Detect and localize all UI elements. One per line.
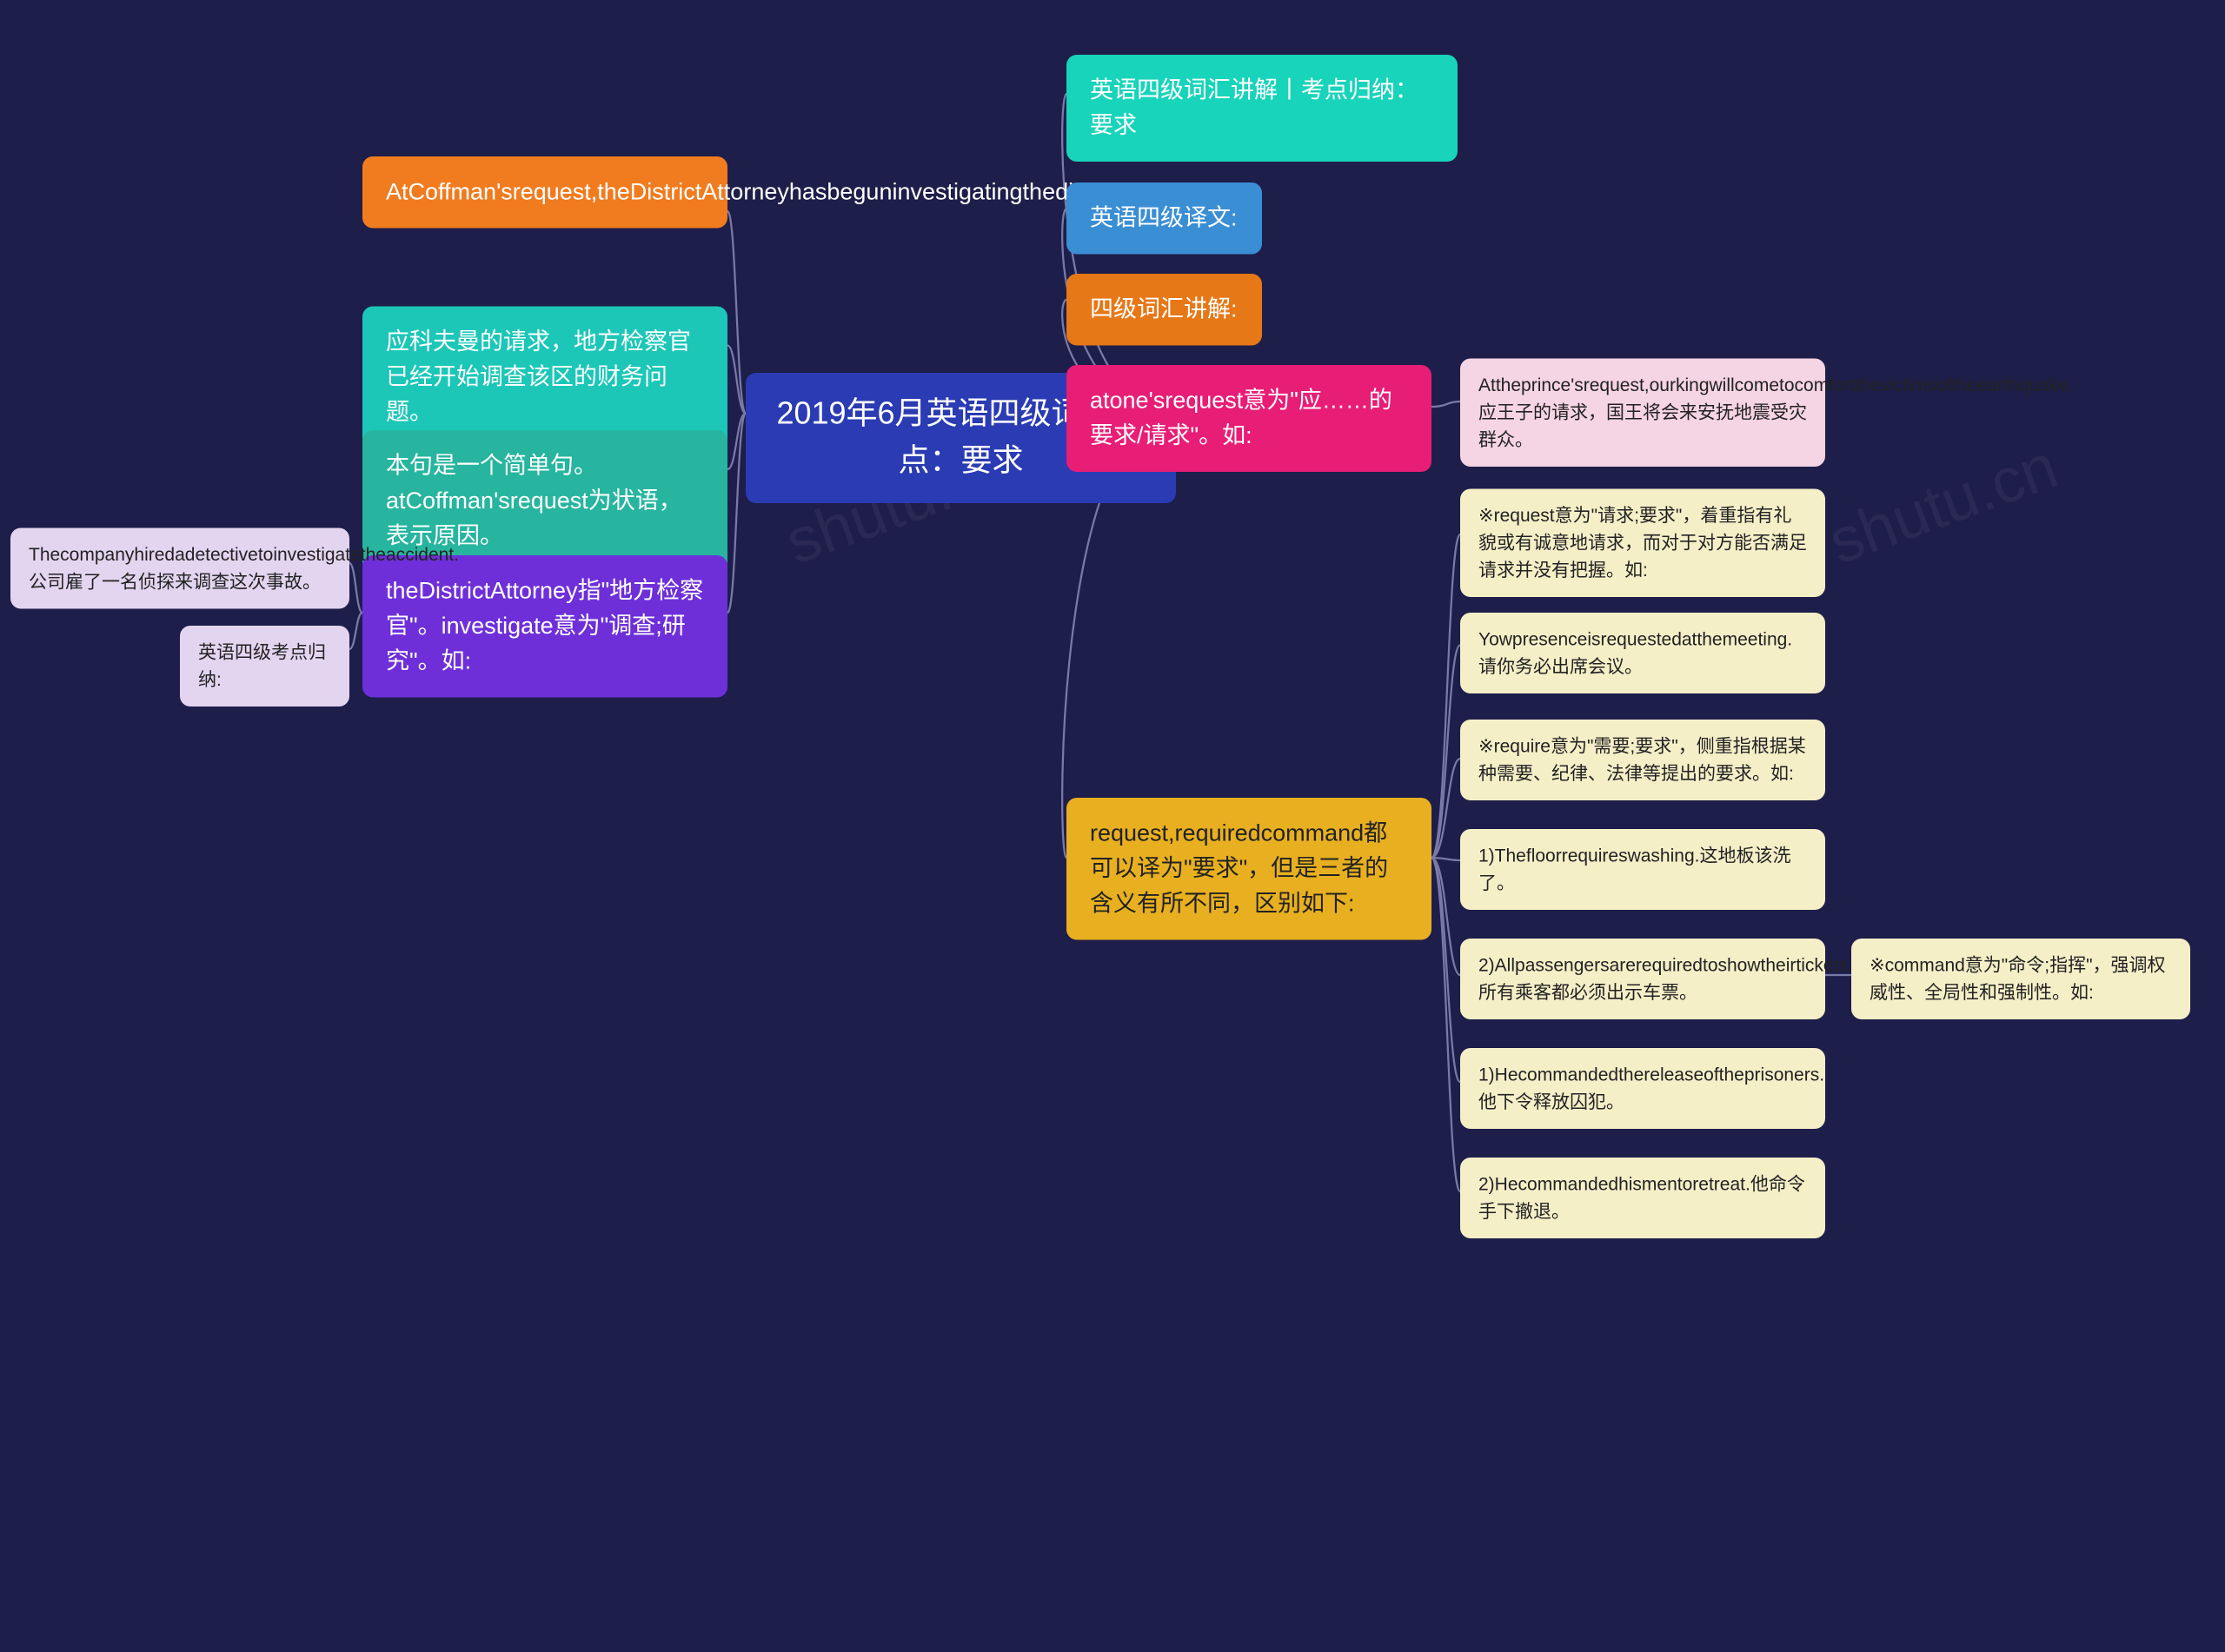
connector-center-left-l4-right — [727, 414, 746, 614]
connector-l4-left-l4a-right — [349, 563, 362, 613]
connector-center-left-l3-right — [727, 414, 746, 470]
connector-l4-left-l4b-right — [349, 613, 362, 649]
connector-r5-right-r5a-left — [1431, 534, 1460, 858]
node-r4a: Attheprince'srequest,ourkingwillcometoco… — [1460, 359, 1825, 468]
node-r1: 英语四级词汇讲解丨考点归纳：要求 — [1066, 55, 1458, 162]
node-r2: 英语四级译文: — [1066, 182, 1262, 255]
node-l1: AtCoffman'srequest,theDistrictAttorneyha… — [362, 156, 727, 229]
node-r3: 四级词汇讲解: — [1066, 274, 1262, 346]
connector-r5-right-r5f-left — [1431, 858, 1460, 1082]
node-r5b: Yowpresenceisrequestedatthemeeting.请你务必出… — [1460, 613, 1825, 693]
connector-center-left-l1-right — [727, 211, 746, 414]
node-l4b: 英语四级考点归纳: — [180, 626, 349, 707]
node-r5: request,requiredcommand都可以译为"要求"，但是三者的含义… — [1066, 798, 1431, 940]
node-r5e1: ※command意为"命令;指挥"，强调权威性、全局性和强制性。如: — [1851, 939, 2190, 1019]
node-r5f: 1)Hecommandedthereleaseoftheprisoners.他下… — [1460, 1048, 1825, 1129]
node-l2: 应科夫曼的请求，地方检察官已经开始调查该区的财务问题。 — [362, 307, 727, 449]
connector-r5-right-r5g-left — [1431, 858, 1460, 1191]
connector-center-left-l2-right — [727, 346, 746, 414]
node-r5d: 1)Thefloorrequireswashing.这地板该洗了。 — [1460, 829, 1825, 910]
node-r4: atone'srequest意为"应……的要求/请求"。如: — [1066, 365, 1431, 472]
node-l4a: Thecompanyhiredadetectivetoinvestigateth… — [10, 528, 349, 609]
node-r5a: ※request意为"请求;要求"，着重指有礼貌或有诚意地请求，而对于对方能否满… — [1460, 489, 1825, 598]
connector-r5-right-r5d-left — [1431, 858, 1460, 860]
node-r5c: ※require意为"需要;要求"，侧重指根据某种需要、纪律、法律等提出的要求。… — [1460, 720, 1825, 800]
watermark-2: shutu.cn — [1820, 431, 2067, 580]
node-l4: theDistrictAttorney指"地方检察官"。investigate意… — [362, 555, 727, 698]
connector-r4-right-r4a-left — [1431, 401, 1460, 407]
node-r5e: 2)Allpassengersarerequiredtoshowtheirtic… — [1460, 939, 1825, 1019]
connector-r5-right-r5b-left — [1431, 646, 1460, 859]
connector-r5-right-r5e-left — [1431, 858, 1460, 975]
connector-r5-right-r5c-left — [1431, 759, 1460, 858]
node-r5g: 2)Hecommandedhismentoretreat.他命令手下撤退。 — [1460, 1158, 1825, 1238]
